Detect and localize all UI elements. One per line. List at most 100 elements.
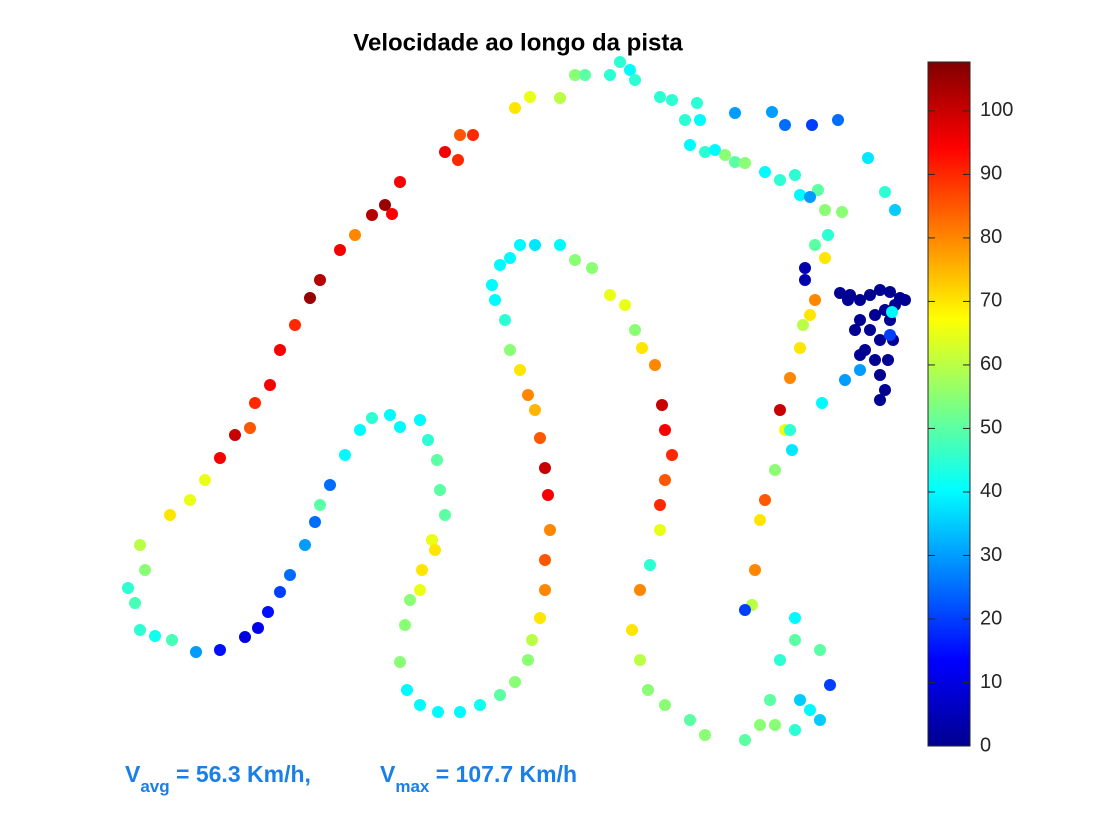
point xyxy=(604,289,616,301)
point xyxy=(299,539,311,551)
point xyxy=(754,514,766,526)
point xyxy=(854,294,866,306)
point xyxy=(489,294,501,306)
annotation: Vavg = 56.3 Km/h, Vmax = 107.7 Km/h xyxy=(125,761,577,796)
point xyxy=(394,656,406,668)
point xyxy=(809,239,821,251)
point xyxy=(774,174,786,186)
point xyxy=(749,564,761,576)
point xyxy=(884,286,896,298)
point xyxy=(794,342,806,354)
point xyxy=(794,189,806,201)
point xyxy=(779,119,791,131)
point xyxy=(434,484,446,496)
point xyxy=(416,564,428,576)
point xyxy=(869,309,881,321)
point xyxy=(769,719,781,731)
point xyxy=(334,244,346,256)
point xyxy=(699,146,711,158)
point xyxy=(129,597,141,609)
point xyxy=(514,239,526,251)
point xyxy=(656,399,668,411)
point xyxy=(422,434,434,446)
colorbar-tick-label: 20 xyxy=(980,607,1002,629)
point xyxy=(659,424,671,436)
point xyxy=(431,454,443,466)
scatter-points xyxy=(122,56,911,746)
colorbar-tick-label: 30 xyxy=(980,544,1002,566)
point xyxy=(759,494,771,506)
point xyxy=(452,154,464,166)
point xyxy=(401,684,413,696)
point xyxy=(684,714,696,726)
point xyxy=(739,157,751,169)
point xyxy=(184,494,196,506)
point xyxy=(499,314,511,326)
point xyxy=(149,630,161,642)
point xyxy=(284,569,296,581)
point xyxy=(684,139,696,151)
point xyxy=(642,684,654,696)
point xyxy=(504,252,516,264)
point xyxy=(529,404,541,416)
point xyxy=(229,429,241,441)
colorbar-tick-label: 60 xyxy=(980,353,1002,375)
point xyxy=(659,699,671,711)
point xyxy=(274,344,286,356)
point xyxy=(789,169,801,181)
point xyxy=(699,729,711,741)
point xyxy=(414,414,426,426)
point xyxy=(314,274,326,286)
point xyxy=(874,334,886,346)
point xyxy=(659,474,671,486)
point xyxy=(134,624,146,636)
point xyxy=(812,184,824,196)
point xyxy=(719,149,731,161)
colorbar-tick-label: 90 xyxy=(980,163,1002,185)
point xyxy=(666,94,678,106)
point xyxy=(836,206,848,218)
point xyxy=(739,734,751,746)
point xyxy=(849,324,861,336)
point xyxy=(509,676,521,688)
colorbar-tick-label: 80 xyxy=(980,226,1002,248)
point xyxy=(414,699,426,711)
point xyxy=(814,714,826,726)
point xyxy=(274,586,286,598)
point xyxy=(190,646,202,658)
point xyxy=(534,432,546,444)
point xyxy=(774,654,786,666)
point xyxy=(864,289,876,301)
point xyxy=(619,299,631,311)
point xyxy=(832,114,844,126)
point xyxy=(729,156,741,168)
point xyxy=(784,372,796,384)
point xyxy=(544,524,556,536)
point xyxy=(199,474,211,486)
point xyxy=(764,694,776,706)
point xyxy=(139,564,151,576)
point xyxy=(324,479,336,491)
point xyxy=(586,262,598,274)
point xyxy=(786,444,798,456)
point xyxy=(874,369,886,381)
point xyxy=(439,146,451,158)
point xyxy=(691,97,703,109)
point xyxy=(879,186,891,198)
colorbar xyxy=(927,61,971,747)
point xyxy=(514,364,526,376)
colorbar-ticks: 0 10 20 30 40 50 60 70 80 90 100 xyxy=(928,99,1013,756)
point xyxy=(854,364,866,376)
point xyxy=(679,114,691,126)
colorbar-tick-label: 100 xyxy=(980,99,1013,121)
point xyxy=(569,69,581,81)
point xyxy=(366,209,378,221)
point xyxy=(854,349,866,361)
point xyxy=(354,424,366,436)
point xyxy=(806,119,818,131)
point xyxy=(799,262,811,274)
point xyxy=(542,489,554,501)
point xyxy=(629,324,641,336)
point xyxy=(467,129,479,141)
